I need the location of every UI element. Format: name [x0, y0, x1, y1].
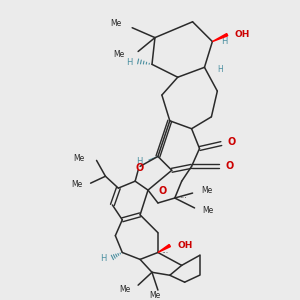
Text: Me: Me: [202, 186, 213, 195]
Text: O: O: [159, 186, 167, 196]
Text: OH: OH: [234, 30, 250, 39]
Text: O: O: [225, 161, 233, 171]
Text: Me: Me: [119, 285, 130, 294]
Text: Me: Me: [71, 180, 83, 189]
Text: OH: OH: [178, 241, 193, 250]
Text: H: H: [221, 37, 228, 46]
Text: Me: Me: [74, 154, 85, 163]
Text: H: H: [217, 65, 223, 74]
Text: ···: ···: [161, 249, 168, 258]
Text: Me: Me: [149, 291, 161, 300]
Polygon shape: [212, 34, 228, 42]
Polygon shape: [158, 244, 170, 253]
Text: Me: Me: [110, 19, 121, 28]
Text: H: H: [100, 254, 106, 263]
Text: ···: ···: [179, 194, 187, 203]
Text: O: O: [136, 163, 144, 173]
Text: H: H: [136, 157, 142, 166]
Text: Me: Me: [113, 50, 124, 59]
Text: H: H: [126, 58, 132, 67]
Text: Me: Me: [202, 206, 214, 215]
Text: O: O: [227, 136, 235, 147]
